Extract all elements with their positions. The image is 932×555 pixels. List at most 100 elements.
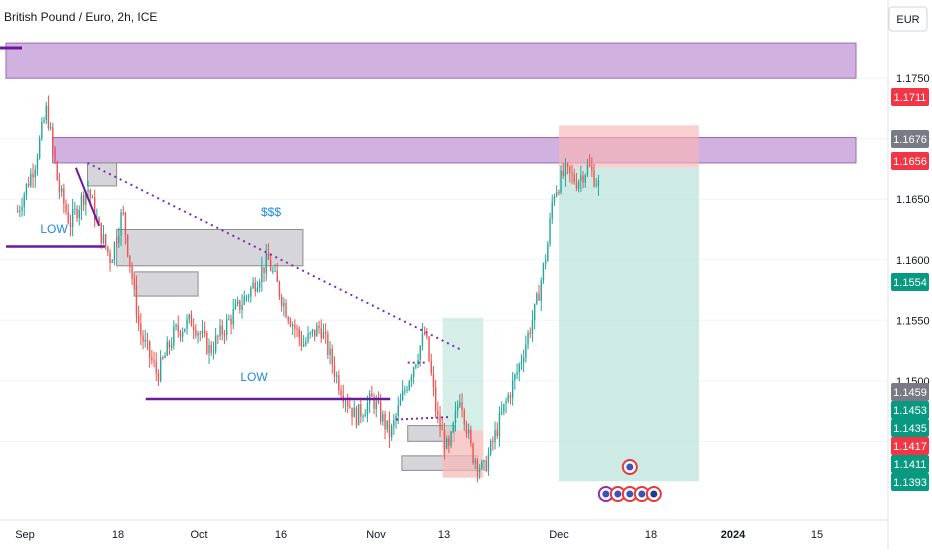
candle-body	[362, 416, 364, 418]
candle-body	[353, 407, 355, 418]
candle-body	[102, 234, 105, 244]
price-badge-label: 1.1676	[893, 134, 927, 146]
candle-body	[280, 296, 283, 307]
event-flag	[650, 490, 658, 498]
candle-body	[252, 282, 254, 289]
candle-body	[430, 360, 432, 374]
candle-body	[544, 261, 547, 264]
price-badge	[891, 437, 929, 455]
candle-body	[120, 212, 122, 236]
candle-body	[382, 414, 384, 422]
candle-body	[395, 416, 397, 421]
candle-body	[146, 339, 149, 342]
candle-body	[327, 333, 329, 355]
x-tick-label: 16	[275, 529, 287, 541]
candle-body	[551, 201, 553, 219]
candle-body	[441, 429, 443, 431]
candle-body	[531, 320, 534, 334]
candle-body	[476, 460, 479, 472]
candle-body	[569, 166, 571, 173]
zone-supply-top	[5, 42, 857, 79]
currency-label: EUR	[896, 14, 919, 26]
candle-body	[223, 334, 226, 336]
candle-body	[100, 222, 102, 244]
candle-body	[184, 328, 186, 332]
annotation-liquidity-label: $$$	[261, 205, 281, 219]
candle-body	[351, 407, 353, 418]
candle-body	[19, 210, 21, 212]
candle-body	[553, 196, 556, 202]
price-badge	[891, 88, 929, 106]
candle-body	[536, 293, 538, 304]
candle-body	[38, 138, 41, 159]
candle-body	[186, 319, 188, 329]
candle-body	[296, 328, 298, 330]
candle-body	[135, 285, 138, 316]
candle-body	[377, 401, 380, 403]
candle-body	[445, 438, 448, 449]
candle-body	[472, 443, 474, 463]
candle-body	[470, 429, 472, 444]
event-flag	[614, 490, 622, 498]
x-tick-label: 18	[645, 529, 657, 541]
candle-body	[164, 355, 166, 359]
candle-body	[410, 376, 413, 382]
candle-body	[175, 325, 177, 327]
candle-body	[49, 127, 52, 129]
candle-body	[170, 345, 173, 348]
candle-body	[547, 244, 549, 262]
candle-body	[404, 390, 406, 392]
candle-body	[329, 348, 331, 355]
y-tick-label: 1.1650	[896, 194, 930, 206]
candle-body	[118, 235, 120, 244]
candle-body	[454, 410, 457, 423]
price-badge-label: 1.1411	[894, 459, 927, 471]
dotted-low[interactable]	[396, 416, 449, 421]
candle-body	[511, 380, 514, 398]
candle-body	[555, 191, 558, 197]
candle-body	[448, 438, 450, 446]
candle-body	[313, 329, 316, 337]
candle-body	[155, 361, 157, 374]
currency-button[interactable]: EUR	[888, 6, 928, 32]
price-badge	[891, 130, 929, 148]
candle-body	[274, 270, 276, 272]
candle-body	[256, 287, 259, 292]
candle-body	[344, 401, 347, 403]
candle-body	[63, 188, 65, 205]
candle-body	[580, 175, 582, 182]
zone-grey-ob-2	[116, 229, 304, 267]
candle-body	[492, 440, 494, 442]
candle-body	[58, 180, 61, 193]
candle-body	[214, 335, 217, 352]
candle-body	[509, 395, 512, 398]
candle-body	[582, 175, 584, 183]
candle-body	[439, 415, 441, 430]
candle-body	[232, 309, 234, 325]
candle-body	[533, 303, 536, 321]
candle-body	[142, 335, 144, 342]
candle-body	[133, 279, 135, 286]
candle-body	[450, 431, 452, 446]
candle-body	[124, 212, 127, 235]
candle-body	[236, 300, 239, 304]
candle-body	[74, 208, 76, 210]
candle-body	[305, 341, 307, 345]
candle-body	[25, 183, 28, 195]
candle-body	[212, 351, 215, 353]
candle-body	[588, 164, 591, 167]
candle-body	[43, 120, 45, 123]
price-badge	[891, 401, 929, 419]
candle-body	[505, 401, 507, 404]
candle-body	[423, 333, 426, 335]
candle-body	[192, 326, 195, 330]
candle-body	[291, 324, 294, 327]
candle-body	[346, 401, 349, 407]
impulse-line[interactable]	[74, 167, 101, 227]
candle-body	[278, 281, 281, 297]
zone-trade-2-target	[559, 167, 699, 482]
annotation-low-label-2: LOW	[240, 370, 268, 384]
x-tick-label: 18	[112, 529, 124, 541]
price-badge-label: 1.1554	[893, 277, 927, 289]
